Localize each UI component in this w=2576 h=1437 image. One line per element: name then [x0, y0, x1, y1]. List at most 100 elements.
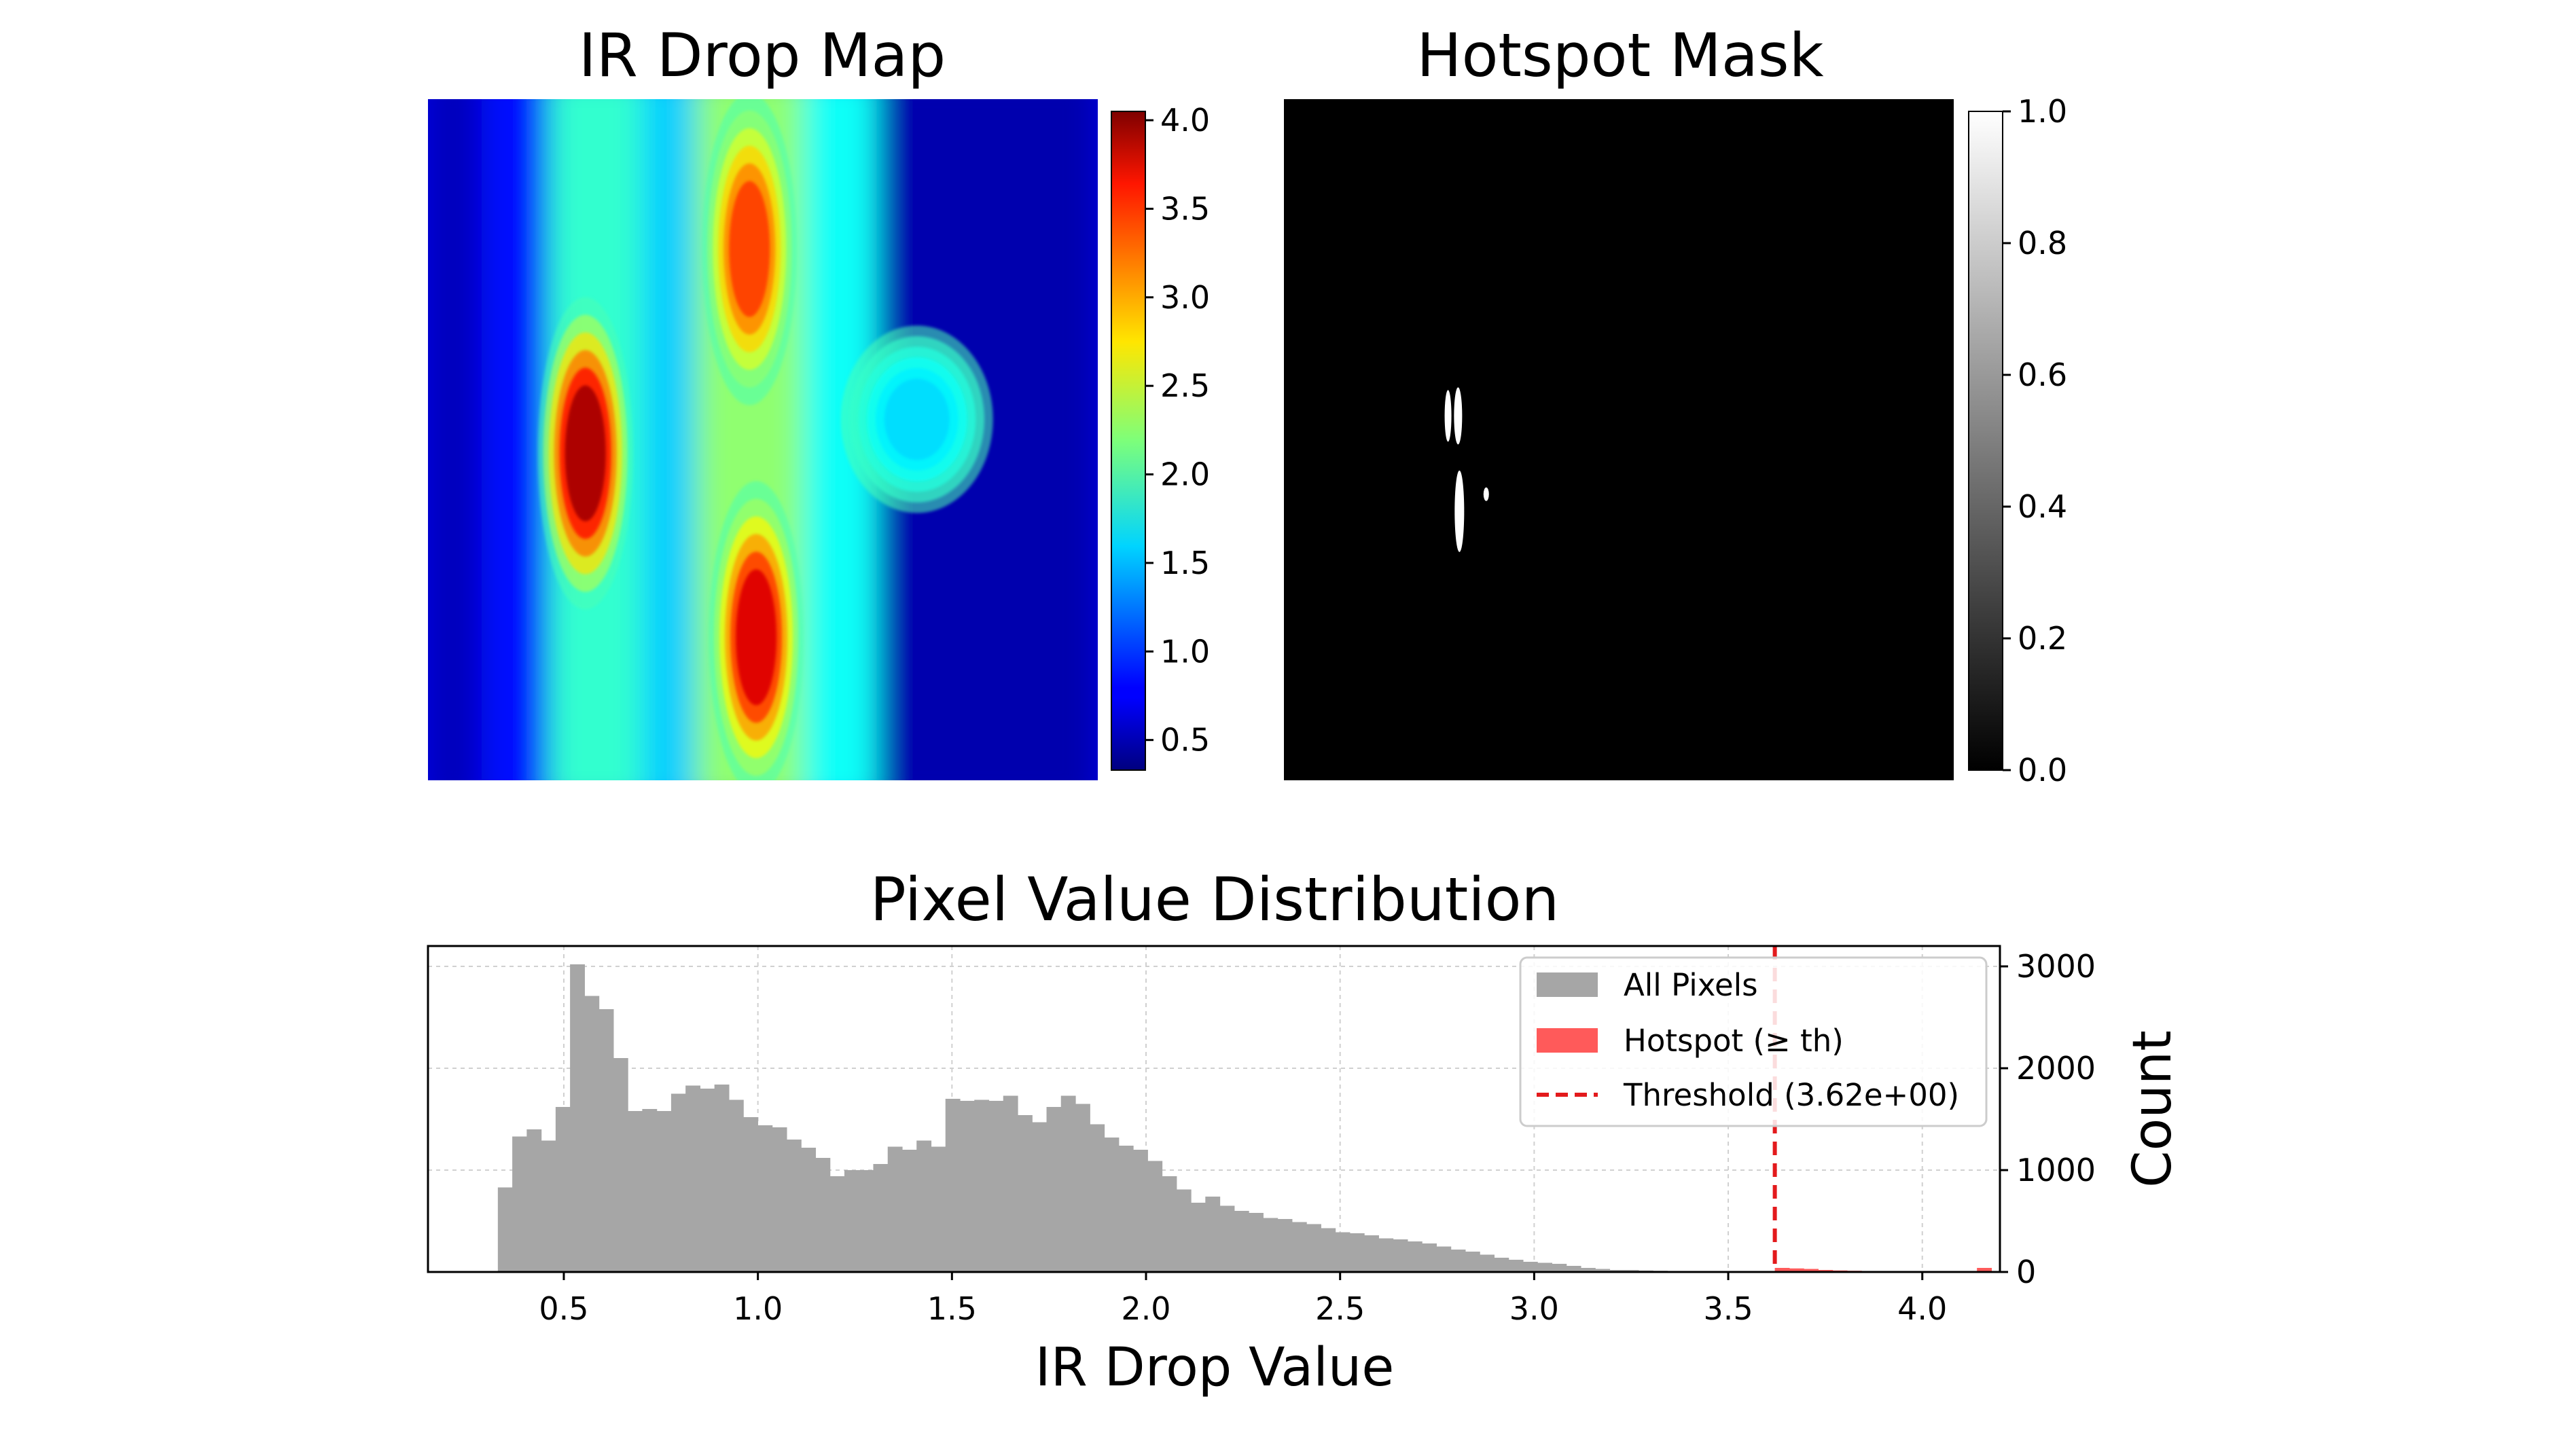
all-pixels-bar-66	[1450, 1250, 1466, 1272]
all-pixels-bar-21	[801, 1148, 817, 1272]
all-pixels-bar-70	[1508, 1260, 1524, 1272]
y-tick-label-2: 2000	[2016, 1050, 2096, 1087]
all-pixels-bar-29	[916, 1140, 932, 1272]
ir-drop-colorbar-tick-label-2: 1.5	[1160, 545, 1210, 581]
all-pixels-bar-45	[1147, 1161, 1163, 1272]
ir-drop-heatmap	[428, 99, 1098, 780]
all-pixels-bar-27	[887, 1146, 903, 1272]
y-tick-label-3: 3000	[2016, 948, 2096, 985]
all-pixels-bar-13	[685, 1085, 701, 1272]
all-pixels-bar-17	[743, 1117, 759, 1272]
all-pixels-bar-58	[1335, 1232, 1350, 1272]
hotspot-bar-2	[1804, 1269, 1819, 1272]
x-tick-label-3: 2.0	[1121, 1290, 1170, 1327]
all-pixels-bar-19	[772, 1127, 787, 1272]
hotspot-mask-colorbar-tick-label-1: 0.2	[2018, 620, 2067, 657]
hotspot-mask-colorbar-tick-label-3: 0.6	[2018, 357, 2067, 393]
histogram-x-ticks: 0.5 1.0 1.5 2.0 2.5 3.0 3.5 4.0	[539, 1272, 1947, 1327]
all-pixels-bar-6	[584, 996, 600, 1272]
x-tick-label-1: 1.0	[733, 1290, 783, 1327]
all-pixels-bar-64	[1422, 1243, 1437, 1272]
all-pixels-bar-48	[1191, 1203, 1206, 1272]
hotspot-mask-colorbar-tick-label-2: 0.4	[2018, 488, 2067, 525]
all-pixels-bar-43	[1118, 1146, 1134, 1272]
x-tick-label-6: 3.5	[1703, 1290, 1753, 1327]
legend-label-hotspot: Hotspot (≥ th)	[1624, 1023, 1844, 1059]
all-pixels-bar-22	[815, 1158, 831, 1272]
y-tick-label-1: 1000	[2016, 1152, 2096, 1188]
all-pixels-bar-16	[728, 1099, 744, 1272]
all-pixels-bar-7	[598, 1009, 614, 1272]
hotspot-mask-panel: Hotspot Mask 0.0 0.2 0.4 0.6 0.8 1.0	[1284, 20, 2067, 788]
hotspot-mask-regions	[1444, 387, 1489, 552]
all-pixels-bar-56	[1306, 1224, 1321, 1272]
all-pixels-bar-72	[1537, 1262, 1553, 1272]
histogram-frame	[427, 945, 2001, 1273]
x-tick-label-4: 2.5	[1315, 1290, 1365, 1327]
all-pixels-bar-33	[974, 1099, 990, 1272]
all-pixels-bar-5	[570, 964, 585, 1272]
x-tick-label-0: 0.5	[539, 1290, 588, 1327]
y-tick-label-0: 0	[2016, 1254, 2036, 1290]
ir-drop-hotspot-a	[537, 297, 633, 610]
all-pixels-bar-15	[714, 1085, 730, 1272]
ir-drop-spot-d	[840, 325, 993, 513]
ir-drop-colorbar-tick-label-1: 1.0	[1160, 633, 1210, 670]
all-pixels-bar-4	[555, 1107, 571, 1272]
all-pixels-bar-59	[1349, 1233, 1365, 1272]
all-pixels-bar-30	[931, 1146, 946, 1272]
all-pixels-bar-75	[1580, 1268, 1596, 1272]
all-pixels-bar-71	[1522, 1262, 1538, 1272]
ir-drop-colorbar-tick-label-3: 2.0	[1160, 456, 1210, 493]
all-pixels-bar-61	[1378, 1238, 1394, 1272]
x-tick-label-7: 4.0	[1897, 1290, 1947, 1327]
all-pixels-bar-69	[1494, 1258, 1509, 1272]
ir-drop-peak-c	[702, 99, 798, 405]
all-pixels-bar-76	[1595, 1269, 1611, 1272]
hotspot-mask-a-2	[1454, 387, 1463, 445]
hotspot-mask-colorbar-tick-label-4: 0.8	[2018, 225, 2067, 261]
hotspot-bar-14	[1977, 1268, 1992, 1272]
all-pixels-bar-14	[700, 1089, 715, 1272]
ir-drop-colorbar	[1111, 111, 1146, 771]
histogram-legend: All Pixels Hotspot (≥ th) Threshold (3.6…	[1519, 956, 1988, 1127]
hotspot-mask-colorbar-ticks: 0.0 0.2 0.4 0.6 0.8 1.0	[2003, 93, 2067, 788]
hotspot-mask-b	[1454, 470, 1465, 552]
ir-drop-colorbar-tick-label-0: 0.5	[1160, 722, 1210, 759]
all-pixels-bar-49	[1205, 1197, 1221, 1272]
histogram-xlabel: IR Drop Value	[1035, 1337, 1395, 1398]
ir-drop-colorbar-tick-label-4: 2.5	[1160, 367, 1210, 404]
histogram-bars	[497, 964, 1992, 1272]
all-pixels-bar-31	[945, 1099, 961, 1272]
all-pixels-bar-25	[859, 1170, 874, 1272]
all-pixels-bar-9	[628, 1111, 643, 1272]
legend-frame	[1519, 956, 1988, 1127]
all-pixels-bar-44	[1133, 1150, 1148, 1272]
all-pixels-bar-67	[1465, 1252, 1480, 1272]
all-pixels-bar-39	[1060, 1095, 1076, 1272]
all-pixels-bar-2	[526, 1129, 542, 1272]
ir-drop-blobs	[537, 99, 993, 780]
all-pixels-bar-68	[1480, 1254, 1495, 1272]
ir-drop-colorbar-tick-label-6: 3.5	[1160, 190, 1210, 227]
hotspot-mask-a-1	[1444, 390, 1452, 442]
all-pixels-bar-8	[613, 1058, 628, 1272]
all-pixels-bar-11	[656, 1111, 672, 1272]
x-tick-label-5: 3.0	[1509, 1290, 1559, 1327]
histogram-panel: Pixel Value Distribution 0.5 1.0 1.5 2.0 2.5…	[427, 865, 2183, 1398]
hotspot-mask-image	[1284, 99, 1954, 780]
all-pixels-bar-41	[1090, 1124, 1105, 1272]
ir-drop-title: IR Drop Map	[579, 20, 946, 90]
histogram-title: Pixel Value Distribution	[870, 865, 1560, 934]
all-pixels-bar-52	[1249, 1213, 1264, 1272]
all-pixels-bar-57	[1321, 1228, 1336, 1272]
all-pixels-bar-55	[1291, 1222, 1307, 1272]
all-pixels-bar-28	[901, 1150, 917, 1272]
all-pixels-bar-40	[1075, 1104, 1090, 1272]
x-tick-label-2: 1.5	[927, 1290, 977, 1327]
hotspot-mask-colorbar	[1968, 111, 2003, 771]
all-pixels-bar-46	[1162, 1176, 1177, 1272]
all-pixels-bar-35	[1003, 1095, 1018, 1272]
all-pixels-bar-0	[497, 1187, 513, 1272]
